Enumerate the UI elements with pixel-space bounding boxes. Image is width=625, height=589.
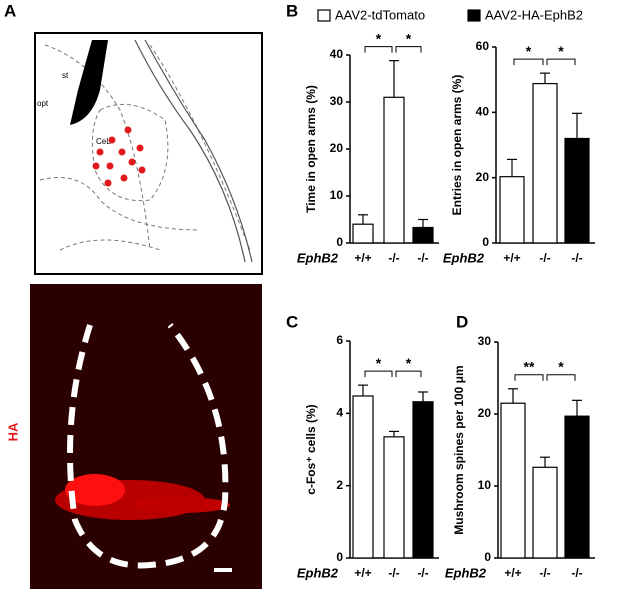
significance-bracket — [364, 46, 393, 53]
panel-label: B — [286, 1, 298, 20]
bar — [499, 176, 525, 244]
bar — [412, 401, 434, 559]
significance-label: * — [376, 30, 382, 46]
panel-label: D — [456, 312, 468, 331]
x-tick-label: -/- — [571, 251, 582, 265]
y-tick-label: 0 — [336, 235, 343, 249]
y-tick-label: 30 — [330, 94, 344, 108]
y-tick-label: 0 — [484, 550, 491, 564]
bar — [532, 466, 558, 559]
bar — [352, 223, 374, 244]
y-tick-label: 60 — [476, 39, 490, 53]
significance-bracket — [364, 370, 393, 378]
y-tick-label: 20 — [476, 170, 490, 184]
significance-label: * — [376, 355, 382, 371]
x-tick-label: +/+ — [354, 566, 371, 580]
atlas-image: st CeL opt — [34, 32, 263, 275]
x-tick-label: +/+ — [504, 566, 521, 580]
significance-bracket — [546, 58, 576, 66]
x-tick-label: -/- — [539, 566, 550, 580]
significance-label: ** — [524, 359, 535, 375]
fluorescence-image: HA — [5, 284, 262, 589]
y-tick-label: 10 — [478, 478, 492, 492]
bar — [564, 137, 590, 244]
significance-label: * — [406, 30, 412, 46]
x-axis-label: EphB2 — [297, 565, 339, 580]
legend-swatch — [467, 9, 481, 22]
bar — [383, 436, 405, 559]
y-axis-label: Mushroom spines per 100 μm — [452, 365, 466, 534]
x-tick-label: +/+ — [503, 251, 520, 265]
significance-bracket — [546, 374, 576, 381]
x-tick-label: -/- — [539, 251, 550, 265]
stain-label: HA — [5, 422, 20, 441]
bar — [352, 395, 374, 559]
bar — [383, 96, 405, 244]
y-tick-label: 20 — [478, 406, 492, 420]
y-tick-label: 40 — [330, 47, 344, 61]
significance-label: * — [558, 359, 564, 375]
x-tick-label: +/+ — [354, 251, 371, 265]
y-tick-label: 0 — [482, 235, 489, 249]
bar — [500, 402, 526, 559]
x-axis-label: EphB2 — [445, 565, 487, 580]
y-tick-label: 40 — [476, 105, 490, 119]
y-tick-label: 0 — [336, 550, 343, 564]
y-axis-label: c-Fos⁺ cells (%) — [304, 404, 318, 494]
x-tick-label: -/- — [417, 251, 428, 265]
atlas-label: opt — [37, 99, 49, 108]
y-tick-label: 20 — [330, 141, 344, 155]
x-tick-label: -/- — [417, 566, 428, 580]
significance-label: * — [406, 355, 412, 371]
bar — [412, 226, 434, 244]
y-axis-label: Time in open arms (%) — [304, 85, 318, 213]
bar — [532, 82, 558, 244]
legend-label: AAV2-HA-EphB2 — [485, 7, 583, 22]
significance-bracket — [513, 58, 544, 66]
x-tick-label: -/- — [388, 566, 399, 580]
x-axis-label: EphB2 — [443, 250, 485, 265]
y-tick-label: 10 — [330, 188, 344, 202]
x-tick-label: -/- — [388, 251, 399, 265]
y-tick-label: 2 — [336, 478, 343, 492]
y-tick-label: 6 — [336, 333, 343, 347]
bar — [564, 415, 590, 559]
significance-label: * — [558, 43, 564, 59]
significance-bracket — [514, 374, 544, 381]
legend-label: AAV2-tdTomato — [335, 7, 425, 22]
x-axis-label: EphB2 — [297, 250, 339, 265]
significance-label: * — [526, 43, 532, 59]
panel-label: A — [4, 1, 16, 20]
panel-label: C — [286, 312, 298, 331]
atlas-label: st — [62, 71, 69, 80]
legend-swatch — [317, 9, 331, 22]
y-tick-label: 30 — [478, 334, 492, 348]
atlas-label: CeL — [96, 137, 111, 146]
y-axis-label: Entries in open arms (%) — [450, 75, 464, 216]
significance-bracket — [395, 370, 422, 378]
y-tick-label: 4 — [336, 406, 343, 420]
x-tick-label: -/- — [571, 566, 582, 580]
significance-bracket — [395, 46, 422, 53]
